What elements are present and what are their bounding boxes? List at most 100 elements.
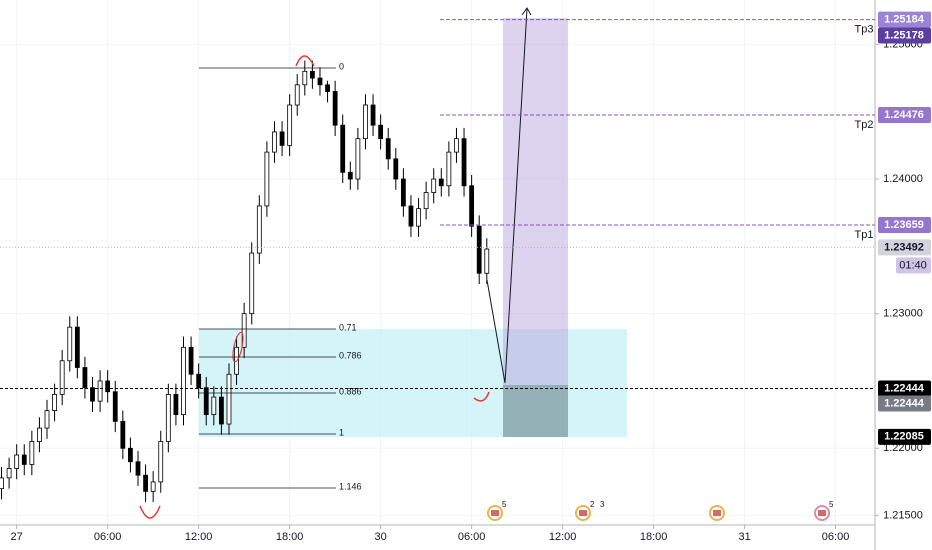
candle-body — [302, 70, 308, 86]
candle-body — [294, 84, 300, 106]
candle-body — [454, 138, 459, 153]
price-label: 1.22085 — [884, 431, 924, 443]
candle-body — [29, 441, 35, 465]
candle-body — [393, 158, 399, 180]
price-label: 1.23492 — [884, 241, 924, 253]
price-label-box — [878, 380, 931, 397]
fib-label: 0 — [339, 61, 344, 71]
price-label-box — [878, 216, 931, 233]
candle-body — [59, 360, 65, 395]
event-flag — [818, 510, 826, 516]
candle-body — [226, 373, 232, 425]
target-name: Tp3 — [855, 24, 874, 36]
candle-body — [21, 454, 27, 465]
price-label-box — [878, 11, 931, 28]
candle-body — [287, 104, 293, 146]
candle-body — [143, 474, 148, 492]
candle-body — [0, 477, 4, 490]
candle-body — [241, 313, 247, 348]
y-tick-label: 1.23000 — [883, 308, 923, 320]
candle-body — [355, 138, 361, 180]
x-tick-label: 06:00 — [458, 531, 486, 543]
candle-body — [461, 138, 467, 187]
candle-body — [211, 396, 217, 416]
y-tick-label: 1.24000 — [883, 173, 923, 185]
event-flag — [491, 510, 499, 516]
y-tick-label: 1.21500 — [883, 509, 923, 521]
stop-box — [503, 385, 568, 437]
x-tick-label: 27 — [11, 531, 23, 543]
candle-body — [188, 346, 194, 375]
fib-label: 0.71 — [339, 322, 357, 332]
candle-body — [37, 427, 42, 442]
fib-label: 1 — [339, 427, 344, 437]
event-count: 5 — [829, 500, 834, 509]
countdown-box — [896, 257, 931, 274]
candle-body — [44, 410, 50, 429]
fib-label: 1.146 — [339, 481, 362, 491]
candle-body — [484, 248, 490, 274]
candle-body — [431, 178, 437, 193]
target-box — [503, 18, 568, 385]
fib-label: 0.786 — [339, 350, 362, 360]
candle-body — [120, 420, 126, 449]
candle-body — [385, 138, 391, 160]
x-tick-label: 12:00 — [185, 531, 213, 543]
candle-body — [150, 481, 156, 492]
candle-body — [340, 124, 346, 173]
target-name: Tp2 — [855, 119, 874, 131]
wick-marker — [232, 331, 244, 363]
projection-arrow — [486, 8, 528, 384]
candle-body — [105, 380, 111, 393]
candle-body — [272, 131, 277, 153]
swing-low-marker — [139, 505, 161, 519]
candle-body — [332, 91, 338, 126]
event-count: 2 — [590, 500, 595, 509]
candle-body — [14, 454, 20, 469]
candle-body — [317, 77, 323, 86]
x-tick-label: 30 — [375, 531, 387, 543]
candle-body — [438, 178, 444, 187]
price-label: 1.23659 — [884, 219, 924, 231]
candle-body — [446, 151, 452, 187]
candle-body — [249, 252, 255, 315]
candle-body — [82, 367, 88, 389]
x-tick-label: 31 — [738, 531, 750, 543]
candle-body — [347, 171, 353, 180]
overlay: 0 0.71 0.786 0.886 1 1.146 Tp3 1.25184 Tp2 1.2447… — [0, 11, 931, 521]
target-name: Tp1 — [855, 229, 874, 241]
candle-body — [408, 205, 414, 227]
candle-body — [67, 326, 73, 362]
candle-body — [181, 346, 186, 416]
candle-body — [158, 441, 164, 483]
candle-body — [90, 387, 95, 402]
event-count: 5 — [502, 500, 507, 509]
event-flag — [579, 510, 587, 516]
candle-body — [325, 84, 330, 92]
price-label-box — [878, 27, 931, 44]
candle-body — [378, 124, 384, 140]
candle-body — [74, 326, 80, 368]
event-flag — [713, 510, 721, 516]
candle-body — [6, 468, 12, 479]
candle-body — [469, 185, 475, 227]
candle-body — [112, 391, 118, 422]
arrow-head — [521, 7, 532, 16]
candle-body — [219, 396, 224, 425]
candle-body — [203, 387, 209, 416]
x-tick-label: 18:00 — [276, 531, 304, 543]
price-label-box — [878, 239, 931, 256]
candle-body — [128, 447, 133, 463]
price-label: 1.24476 — [884, 109, 924, 121]
x-tick-label: 12:00 — [549, 531, 577, 543]
candle-body — [135, 461, 141, 476]
candle-body — [423, 192, 429, 210]
x-tick-label: 06:00 — [822, 531, 850, 543]
candle-body — [309, 70, 315, 79]
candle-body — [52, 394, 57, 411]
x-tick-label: 06:00 — [94, 531, 122, 543]
fib-label: 0.886 — [339, 386, 362, 396]
countdown: 01:40 — [899, 259, 927, 271]
